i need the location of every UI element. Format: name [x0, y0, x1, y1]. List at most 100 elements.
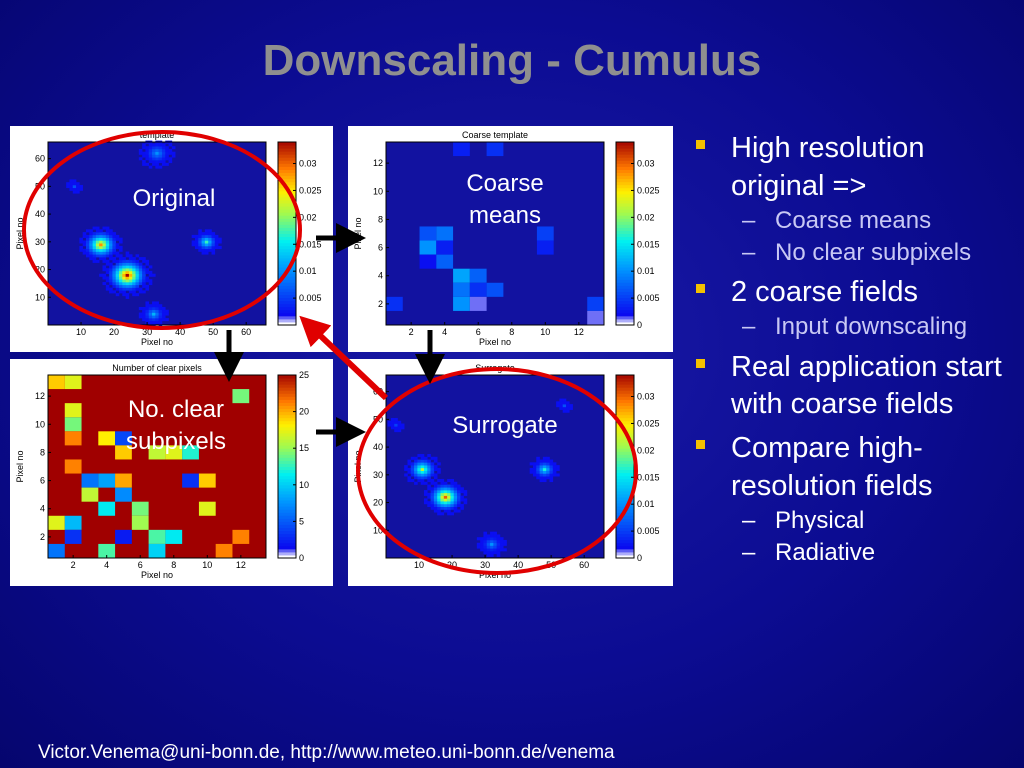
heatmap-pixel	[490, 534, 494, 538]
heatmap-pixel	[420, 478, 425, 483]
heatmap-pixel	[457, 492, 461, 496]
heatmap-pixel	[204, 245, 209, 250]
y-tick-label: 2	[378, 299, 383, 309]
heatmap-pixel	[125, 273, 130, 277]
heatmap-pixel	[423, 492, 428, 496]
heatmap-pixel	[119, 284, 123, 288]
heatmap-pixel	[125, 295, 130, 299]
heatmap-pixel	[400, 423, 405, 427]
heatmap-pixel	[546, 473, 550, 477]
heatmap-pixel	[539, 462, 544, 466]
heatmap-pixel	[155, 146, 159, 150]
heatmap-cell	[386, 296, 403, 311]
heatmap-pixel	[423, 456, 428, 460]
heatmap-pixel	[95, 259, 100, 263]
x-axis-label: Pixel no	[479, 337, 511, 347]
heatmap-pixel	[109, 243, 113, 247]
heatmap-pixel	[437, 498, 441, 502]
heatmap-pixel	[440, 503, 445, 508]
heatmap-pixel	[145, 162, 150, 166]
x-tick-label: 6	[138, 560, 143, 570]
heatmap-plot-area	[48, 142, 266, 325]
heatmap-pixel	[493, 534, 497, 538]
heatmap-pixel	[529, 470, 534, 474]
heatmap-pixel	[122, 268, 126, 272]
heatmap-pixel	[142, 143, 146, 147]
heatmap-pixel	[556, 465, 560, 469]
heatmap-pixel	[152, 318, 156, 322]
heatmap-pixel	[99, 237, 103, 241]
heatmap-pixel	[161, 312, 166, 316]
heatmap-pixel	[138, 273, 143, 277]
heatmap-pixel	[414, 476, 418, 480]
heatmap-pixel	[145, 315, 150, 319]
heatmap-pixel	[82, 251, 87, 255]
heatmap-pixel	[499, 548, 504, 552]
heatmap-pixel	[115, 265, 120, 269]
heatmap-pixel	[115, 279, 120, 283]
heatmap-cell	[64, 375, 82, 390]
heatmap-pixel	[457, 503, 461, 508]
heatmap-pixel	[423, 467, 428, 471]
bullet-group: 2 coarse fields – Input downscaling	[696, 274, 1016, 343]
heatmap-pixel	[397, 426, 402, 430]
heatmap-pixel	[115, 243, 120, 247]
heatmap-pixel	[115, 237, 120, 241]
heatmap-pixel	[132, 293, 136, 297]
heatmap-pixel	[135, 268, 140, 272]
heatmap-cell	[115, 473, 132, 488]
heatmap-pixel	[214, 245, 219, 250]
heatmap-pixel	[211, 248, 216, 252]
heatmap-pixel	[194, 234, 199, 238]
heatmap-pixel	[148, 306, 153, 311]
heatmap-pixel	[204, 243, 209, 247]
heatmap-pixel	[499, 537, 504, 541]
heatmap-pixel	[102, 268, 107, 272]
heatmap-pixel	[201, 243, 206, 247]
heatmap-title: Number of clear pixels	[112, 363, 202, 373]
heatmap-pixel	[394, 426, 398, 430]
heatmap-pixel	[552, 462, 557, 466]
heatmap-pixel	[457, 509, 461, 513]
heatmap-pixel	[430, 487, 435, 491]
heatmap-pixel	[559, 404, 564, 408]
heatmap-pixel	[95, 232, 100, 236]
heatmap-pixel	[437, 487, 441, 491]
heatmap-pixel	[437, 484, 441, 488]
slide-title: Downscaling - Cumulus	[262, 36, 762, 85]
heatmap-pixel	[450, 503, 455, 508]
heatmap-pixel	[119, 237, 123, 241]
heatmap-pixel	[152, 301, 156, 305]
heatmap-pixel	[119, 254, 123, 258]
bullet-marker-icon	[696, 440, 705, 449]
heatmap-pixel	[92, 259, 97, 263]
heatmap-pixel	[115, 282, 120, 286]
heatmap-pixel	[112, 232, 117, 236]
heatmap-pixel	[89, 248, 93, 252]
heatmap-pixel	[95, 234, 100, 238]
heatmap-pixel	[453, 506, 458, 510]
heatmap-pixel	[79, 240, 83, 244]
heatmap-pixel	[450, 498, 455, 502]
heatmap-cell	[81, 487, 99, 502]
heatmap-pixel	[532, 470, 537, 474]
heatmap-pixel	[460, 503, 464, 508]
heatmap-pixel	[142, 279, 146, 283]
heatmap-pixel	[440, 498, 445, 502]
heatmap-cell	[232, 389, 250, 404]
heatmap-pixel	[152, 304, 156, 308]
heatmap-pixel	[155, 309, 159, 313]
heatmap-pixel	[536, 470, 540, 474]
heatmap-pixel	[423, 465, 428, 469]
heatmap-pixel	[85, 243, 90, 247]
heatmap-pixel	[204, 251, 209, 255]
heatmap-pixel	[105, 229, 110, 233]
heatmap-pixel	[152, 143, 156, 147]
heatmap-pixel	[145, 146, 150, 150]
heatmap-pixel	[132, 257, 136, 261]
heatmap-pixel	[102, 248, 107, 252]
heatmap-pixel	[135, 276, 140, 280]
heatmap-pixel	[453, 501, 458, 505]
heatmap-pixel	[105, 237, 110, 241]
heatmap-pixel	[457, 484, 461, 488]
